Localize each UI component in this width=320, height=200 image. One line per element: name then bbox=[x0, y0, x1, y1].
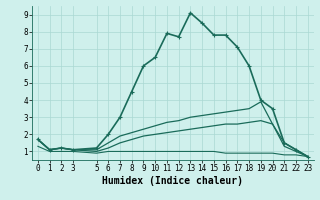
X-axis label: Humidex (Indice chaleur): Humidex (Indice chaleur) bbox=[102, 176, 243, 186]
